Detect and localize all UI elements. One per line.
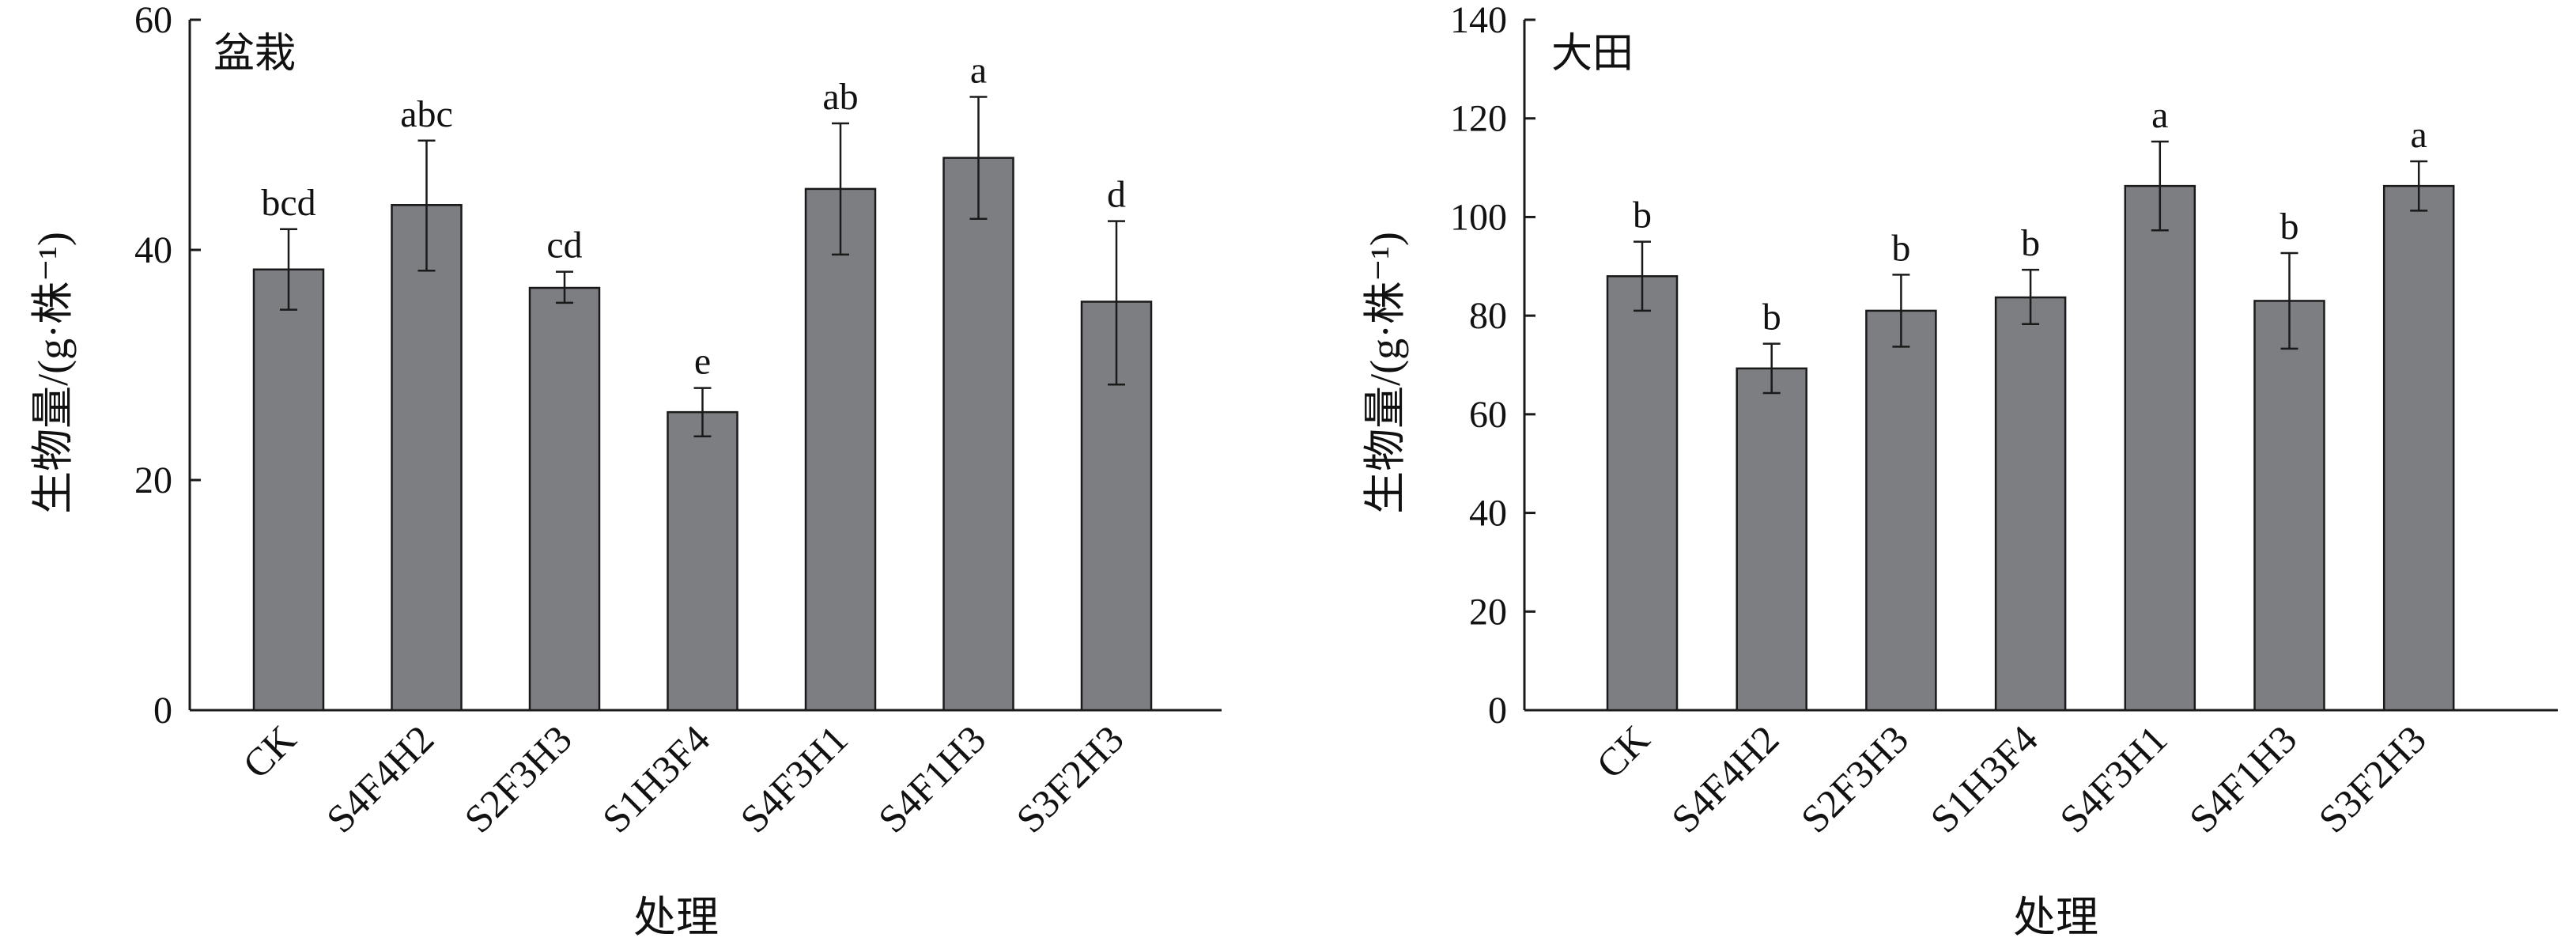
y-tick-label: 140 <box>1450 0 1507 41</box>
x-tick-label: CK <box>234 716 304 787</box>
x-tick-label: S2F3H3 <box>455 716 580 841</box>
significance-label: b <box>2280 206 2299 248</box>
panel-title: 大田 <box>1551 32 1634 77</box>
significance-label: b <box>2021 222 2040 264</box>
y-axis-title: 生物量/(g·株⁻¹) <box>29 232 77 514</box>
bar <box>942 157 1014 712</box>
bar <box>2124 184 2196 712</box>
y-tick-label: 100 <box>1450 196 1507 238</box>
x-tick-label: S4F1H3 <box>2181 716 2305 841</box>
y-tick-label: 60 <box>1469 394 1507 436</box>
y-tick-label: 60 <box>134 0 172 41</box>
significance-label: cd <box>546 225 582 267</box>
x-axis-title: 处理 <box>633 894 719 941</box>
significance-label: e <box>694 341 711 383</box>
bar <box>2253 300 2325 712</box>
bar <box>1606 275 1679 712</box>
bar <box>667 410 738 712</box>
bar <box>1865 309 1937 712</box>
significance-label: a <box>2151 94 2168 136</box>
y-tick-label: 0 <box>1488 690 1507 732</box>
y-tick-label: 40 <box>1469 493 1507 535</box>
y-tick-label: 0 <box>153 690 172 732</box>
y-tick-label: 40 <box>134 229 172 271</box>
x-axis-title: 处理 <box>2013 894 2098 941</box>
x-tick-label: S4F3H1 <box>2051 716 2175 841</box>
x-tick-label: S3F2H3 <box>1007 716 1131 841</box>
bar <box>252 268 325 712</box>
significance-label: ab <box>822 76 858 118</box>
x-tick-label: S3F2H3 <box>2310 716 2434 841</box>
x-tick-label: S1H3F4 <box>1921 716 2045 841</box>
y-tick-label: 20 <box>134 459 172 501</box>
x-tick-label: S1H3F4 <box>594 716 718 841</box>
x-tick-label: S4F4H2 <box>318 716 442 841</box>
significance-label: b <box>1762 297 1781 338</box>
y-axis-title: 生物量/(g·株⁻¹) <box>1362 232 1409 514</box>
significance-label: b <box>1633 195 1652 236</box>
significance-label: a <box>2411 114 2427 156</box>
significance-label: b <box>1891 227 1910 269</box>
bar <box>391 204 463 712</box>
x-tick-label: S4F3H1 <box>731 716 856 841</box>
bar <box>2382 184 2455 712</box>
y-tick-label: 20 <box>1469 591 1507 633</box>
y-tick-label: 80 <box>1469 295 1507 337</box>
bar <box>804 187 877 712</box>
x-tick-label: S2F3H3 <box>1792 716 1917 841</box>
y-tick-label: 120 <box>1450 98 1507 140</box>
x-tick-label: S4F1H3 <box>870 716 994 841</box>
bar <box>1994 296 2067 712</box>
bar <box>528 286 601 712</box>
significance-label: d <box>1107 174 1126 216</box>
panel-title: 盆栽 <box>213 32 296 77</box>
significance-label: a <box>970 49 987 91</box>
significance-label: abc <box>400 93 453 135</box>
x-tick-label: CK <box>1588 716 1658 787</box>
significance-label: bcd <box>261 182 315 224</box>
x-tick-label: S4F4H2 <box>1663 716 1787 841</box>
bar <box>1736 367 1807 712</box>
